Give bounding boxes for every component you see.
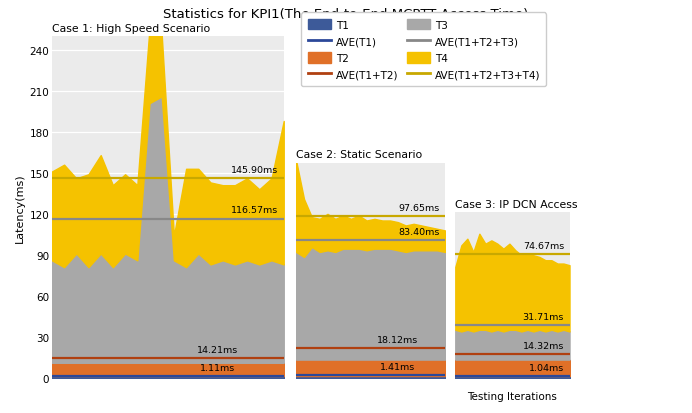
- Text: 31.71ms: 31.71ms: [522, 312, 564, 321]
- Text: Case 3: IP DCN Access: Case 3: IP DCN Access: [455, 199, 578, 209]
- Text: 116.57ms: 116.57ms: [231, 206, 278, 215]
- Text: 14.21ms: 14.21ms: [197, 345, 239, 354]
- Text: 1.11ms: 1.11ms: [200, 363, 235, 372]
- Text: Case 2: Static Scenario: Case 2: Static Scenario: [296, 150, 422, 159]
- Text: Statistics for KPI1(The End-to-End MCPTT Access Time): Statistics for KPI1(The End-to-End MCPTT…: [163, 8, 529, 21]
- Text: 83.40ms: 83.40ms: [398, 227, 439, 236]
- Text: 1.41ms: 1.41ms: [381, 363, 416, 371]
- Text: 97.65ms: 97.65ms: [398, 204, 439, 212]
- Text: 14.32ms: 14.32ms: [522, 341, 564, 350]
- Text: Testing Iterations: Testing Iterations: [467, 391, 557, 401]
- Y-axis label: Latency(ms): Latency(ms): [15, 173, 25, 242]
- Text: 145.90ms: 145.90ms: [231, 166, 278, 175]
- Legend: T1, AVE(T1), T2, AVE(T1+T2), T3, AVE(T1+T2+T3), T4, AVE(T1+T2+T3+T4): T1, AVE(T1), T2, AVE(T1+T2), T3, AVE(T1+…: [302, 14, 547, 86]
- Text: 18.12ms: 18.12ms: [377, 335, 419, 344]
- Text: 74.67ms: 74.67ms: [522, 242, 564, 250]
- Text: 1.04ms: 1.04ms: [529, 363, 564, 372]
- Text: Case 1: High Speed Scenario: Case 1: High Speed Scenario: [52, 24, 210, 33]
